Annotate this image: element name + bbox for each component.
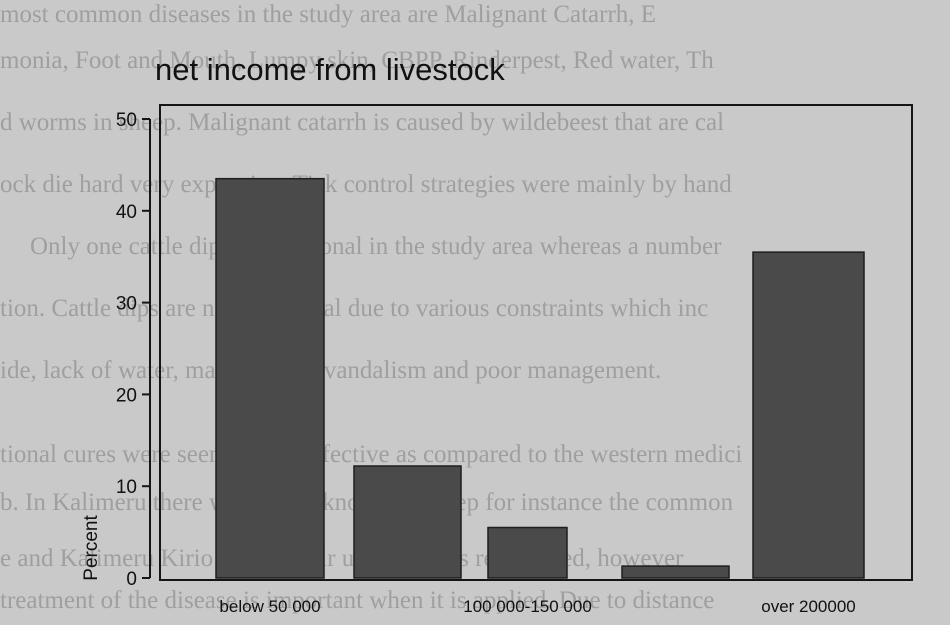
background-text-line: tion. Cattle dips are not functional due… <box>0 295 709 322</box>
y-tick-label: 20 <box>116 385 137 406</box>
y-tick-label: 10 <box>116 477 137 498</box>
background-text-line: treatment of the disease is important wh… <box>0 587 715 614</box>
x-tick-label: 100 000-150 000 <box>463 597 592 616</box>
y-axis-ticks: 0 10 20 30 40 50 <box>116 110 150 590</box>
background-text-line: tional cures were seen to be ineffective… <box>0 441 743 468</box>
chart-title: net income from livestock <box>155 52 505 87</box>
bar <box>215 177 325 579</box>
bar <box>487 526 568 579</box>
background-text-line: Only one cattle dip is operational in th… <box>30 233 722 260</box>
y-tick-label: 30 <box>116 294 137 315</box>
bar <box>621 565 730 579</box>
x-tick-label: below 50 000 <box>219 597 320 616</box>
y-tick-label: 0 <box>126 569 137 590</box>
background-text-line: ock die hard very expensive. Tick contro… <box>0 171 732 198</box>
y-axis-label: Percent <box>81 515 102 581</box>
y-tick-label: 50 <box>116 110 137 131</box>
background-text-line: ide, lack of water, maintenance, vandali… <box>0 357 662 384</box>
background-text-line: e and Kalimeru Kirio Crop. Their usefuln… <box>0 545 684 572</box>
bars <box>215 177 865 579</box>
bar <box>752 251 865 579</box>
x-axis-labels: below 50 000 100 000-150 000 over 200000 <box>219 597 855 616</box>
plot-area <box>159 104 913 581</box>
background-text-line: most common diseases in the study area a… <box>0 1 657 28</box>
background-text-line: d worms in sheep. Malignant catarrh is c… <box>0 109 725 136</box>
bar <box>353 465 462 579</box>
x-tick-label: over 200000 <box>761 597 856 616</box>
background-text-line: monia, Foot and Mouth, Lumpy skin, CBPP,… <box>0 47 714 74</box>
y-tick-label: 40 <box>116 202 137 223</box>
